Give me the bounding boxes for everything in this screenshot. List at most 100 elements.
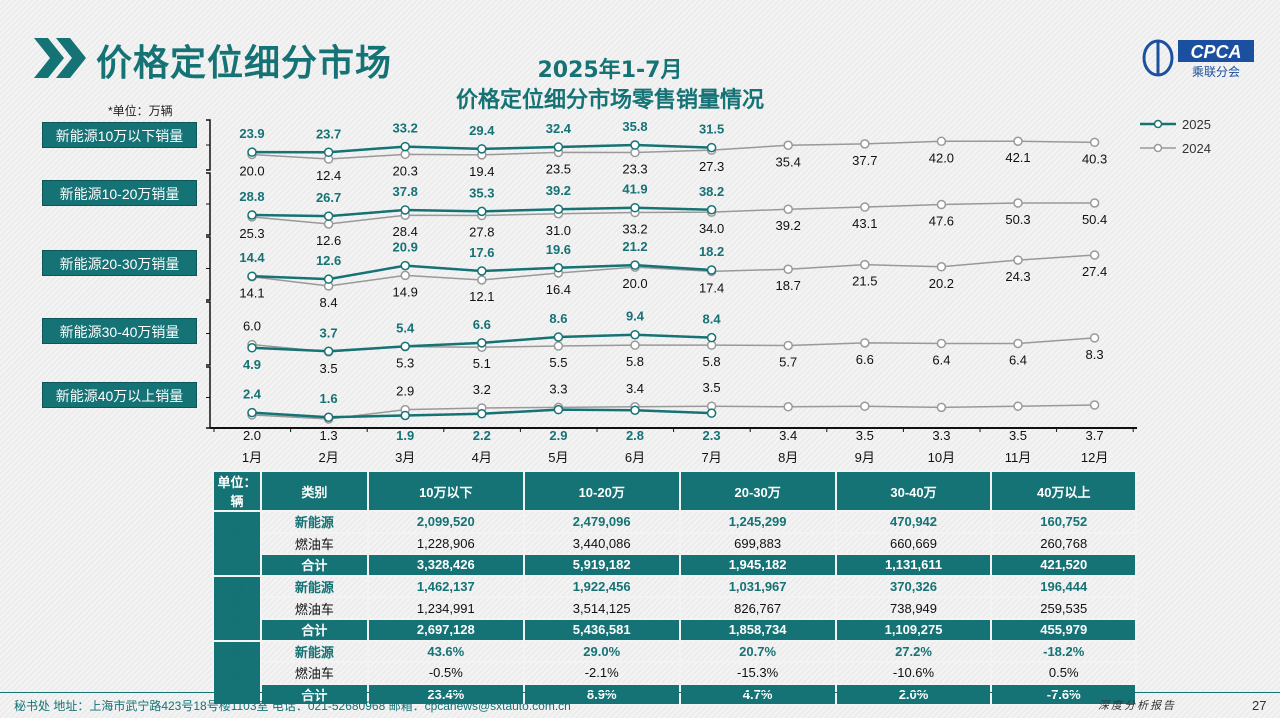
data-label: 39.2 [546, 183, 571, 198]
data-label: 39.2 [776, 218, 801, 233]
data-point [400, 270, 410, 281]
data-point [477, 266, 487, 276]
data-label: 47.6 [929, 214, 954, 229]
data-point [783, 340, 793, 351]
data-label: 25.3 [239, 226, 264, 241]
table-cell: 421,520 [990, 553, 1137, 577]
data-point [1013, 401, 1023, 411]
data-label: 33.2 [622, 222, 647, 237]
data-label: 3.5 [320, 361, 338, 376]
table-cell: -10.6% [834, 661, 993, 685]
table-cell: 5,436,581 [522, 617, 681, 642]
data-label: 12.6 [316, 233, 341, 248]
data-point [400, 149, 410, 160]
data-label: 5.7 [779, 354, 797, 369]
x-tick-label: 9月 [855, 450, 875, 465]
data-label: 2.8 [626, 428, 644, 443]
svg-text:乘联分会: 乘联分会 [1192, 65, 1240, 79]
table-cell: 1,228,906 [366, 531, 525, 556]
table-cell: 0.5% [990, 661, 1137, 685]
data-label: 31.0 [546, 223, 571, 238]
data-label: 37.7 [852, 153, 877, 168]
line-chart: 1月 2月 3月 4月 5月 6月 7月 8月 9月 10月 11月 12月 20.0 12.4 20.3 1… [206, 119, 1137, 465]
data-label: 19.4 [469, 164, 494, 179]
table-cell: 1,858,734 [678, 617, 837, 642]
chart-subtitle: 价格定位细分市场零售销量情况 [455, 88, 764, 113]
data-label: 8.3 [1086, 347, 1104, 362]
table-cell: 1,462,137 [366, 574, 525, 599]
column-header: 30-40万 [834, 470, 993, 512]
data-point [936, 338, 947, 349]
x-tick-label: 1月 [242, 450, 262, 465]
table-row: 合计 3,328,426 5,919,182 1,945,182 1,131,611 42… [213, 553, 1137, 577]
table-cell: 1,131,611 [834, 553, 993, 577]
data-label: 27.4 [1082, 264, 1107, 279]
table-unit: 单位：辆 [212, 470, 262, 512]
row-label: 新能源 [260, 510, 369, 534]
panel-label: 新能源20-30万销量 [42, 250, 197, 276]
data-label: 9.4 [626, 309, 645, 324]
row-label: 燃油车 [260, 661, 369, 685]
data-label: 8.4 [703, 312, 722, 327]
x-tick-label: 12月 [1081, 450, 1108, 465]
group-label: 同期累计 [229, 576, 245, 640]
data-label: 6.4 [932, 352, 950, 367]
data-point [323, 412, 334, 422]
data-label: 35.4 [776, 154, 801, 169]
table-cell: 196,444 [990, 574, 1137, 599]
data-label: 2.3 [703, 428, 721, 443]
table-cell: 2,697,128 [366, 617, 525, 642]
data-label: 37.8 [393, 184, 418, 199]
row-label: 新能源 [260, 639, 369, 664]
data-label: 3.3 [932, 428, 950, 443]
data-label: 24.3 [1005, 269, 1030, 284]
data-point [400, 410, 410, 421]
data-label: 1.9 [396, 428, 414, 443]
table-cell: 1,109,275 [834, 617, 993, 642]
data-point [1013, 198, 1023, 208]
table-cell: 1,031,967 [678, 574, 837, 599]
data-table: 单位：辆 类别 10万以下 10-20万 20-30万 30-40万 40万以上 本月累计 新能… [212, 470, 1137, 707]
data-point [400, 260, 410, 271]
data-label: 5.4 [396, 320, 415, 335]
data-point [630, 140, 640, 150]
data-point [706, 265, 717, 275]
data-label: 40.3 [1082, 151, 1107, 166]
data-point [400, 141, 410, 152]
table-cell: -2.1% [522, 661, 681, 685]
table-row: 累计同比 新能源 43.6% 29.0% 20.7% 27.2% -18.2% [212, 639, 1137, 707]
page-title: 价格定位细分市场 [96, 43, 393, 84]
table-cell: 43.6% [366, 639, 525, 664]
row-label: 燃油车 [260, 531, 369, 556]
data-label: 20.9 [393, 240, 418, 255]
data-point [630, 340, 640, 350]
data-label: 28.8 [239, 189, 264, 204]
data-label: 20.2 [929, 276, 954, 291]
data-point [783, 204, 793, 214]
data-point [783, 140, 793, 151]
data-label: 14.9 [393, 284, 418, 299]
unit-label: *单位：万辆 [108, 104, 173, 118]
table-cell: 160,752 [990, 510, 1137, 534]
table-cell: 4.7% [678, 682, 837, 707]
data-label: 41.9 [622, 182, 647, 197]
data-label: 2.9 [396, 384, 414, 399]
data-label: 35.8 [622, 119, 647, 134]
column-header: 40万以上 [990, 470, 1137, 512]
data-point [553, 142, 564, 152]
data-label: 26.7 [316, 190, 341, 205]
data-label: 42.1 [1005, 150, 1030, 165]
series-line-2024 [251, 254, 1095, 287]
table-cell: -0.5% [366, 661, 525, 685]
chevron-icon [34, 38, 86, 78]
table-cell: 2,479,096 [522, 510, 681, 534]
table-cell: 699,883 [678, 531, 837, 556]
table-cell: 370,326 [834, 574, 993, 599]
table-cell: 5,919,182 [522, 553, 681, 577]
data-label: 23.9 [239, 126, 264, 141]
table-cell: 826,767 [678, 596, 837, 620]
data-label: 1.6 [320, 391, 338, 406]
x-tick-label: 7月 [701, 450, 721, 465]
table-cell: 1,245,299 [678, 510, 837, 534]
table-cell: 3,514,125 [522, 596, 681, 620]
